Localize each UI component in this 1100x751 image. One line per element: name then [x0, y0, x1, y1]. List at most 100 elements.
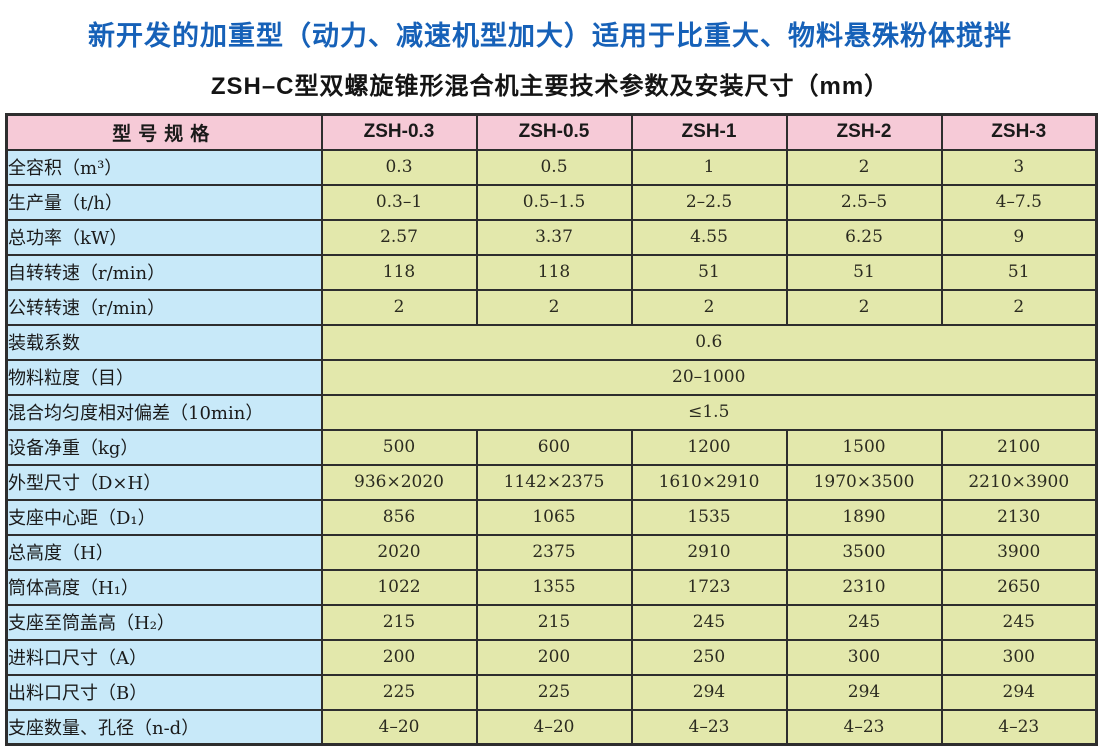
spec-value: 1970×3500 — [785, 463, 943, 501]
row-label: 公转转速（r/min） — [5, 288, 323, 326]
spec-value: 2020 — [320, 533, 478, 571]
spec-value: 300 — [940, 638, 1098, 676]
row-label: 装载系数 — [5, 323, 323, 361]
spec-value: 1 — [630, 148, 788, 186]
spec-value-merged: 20–1000 — [320, 358, 1098, 396]
spec-value: 250 — [630, 638, 788, 676]
spec-value: 118 — [320, 253, 478, 291]
spec-value: 1890 — [785, 498, 943, 536]
table-row: 支座至筒盖高（H₂） 215 215 245 245 245 — [5, 603, 1098, 641]
page-title-primary: 新开发的加重型（动力、减速机型加大）适用于比重大、物料悬殊粉体搅拌 — [88, 21, 1012, 51]
spec-value: 2100 — [940, 428, 1098, 466]
spec-value-merged: 0.6 — [320, 323, 1098, 361]
column-header-zsh-0-3: ZSH-0.3 — [320, 113, 478, 151]
page-title-secondary: ZSH–C型双螺旋锥形混合机主要技术参数及安装尺寸（mm） — [210, 73, 890, 100]
table-row: 生产量（t/h） 0.3–1 0.5–1.5 2–2.5 2.5–5 4–7.5 — [5, 183, 1098, 221]
spec-value: 1355 — [475, 568, 633, 606]
spec-value: 3900 — [940, 533, 1098, 571]
spec-value: 294 — [940, 673, 1098, 711]
row-label: 自转转速（r/min） — [5, 253, 323, 291]
spec-value: 3 — [940, 148, 1098, 186]
spec-value: 51 — [940, 253, 1098, 291]
column-header-zsh-1: ZSH-1 — [630, 113, 788, 151]
spec-value: 51 — [785, 253, 943, 291]
spec-value: 2.5–5 — [785, 183, 943, 221]
row-label: 总功率（kW） — [5, 218, 323, 256]
table-row: 支座中心距（D₁） 856 1065 1535 1890 2130 — [5, 498, 1098, 536]
table-row: 进料口尺寸（A） 200 200 250 300 300 — [5, 638, 1098, 676]
table-row: 全容积（m³） 0.3 0.5 1 2 3 — [5, 148, 1098, 186]
spec-value: 4–20 — [475, 708, 633, 746]
row-label: 设备净重（kg） — [5, 428, 323, 466]
table-row: 外型尺寸（D×H） 936×2020 1142×2375 1610×2910 1970×… — [5, 463, 1098, 501]
spec-value: 856 — [320, 498, 478, 536]
row-label: 出料口尺寸（B） — [5, 673, 323, 711]
spec-value: 51 — [630, 253, 788, 291]
spec-value: 245 — [630, 603, 788, 641]
header-row: 型号规格 ZSH-0.3 ZSH-0.5 ZSH-1 ZSH-2 ZSH-3 — [5, 113, 1098, 151]
spec-value: 4.55 — [630, 218, 788, 256]
spec-value: 1065 — [475, 498, 633, 536]
row-label: 全容积（m³） — [5, 148, 323, 186]
spec-value: 2 — [785, 288, 943, 326]
row-label: 混合均匀度相对偏差（10min） — [5, 393, 323, 431]
spec-value: 245 — [940, 603, 1098, 641]
spec-value: 2 — [475, 288, 633, 326]
spec-value: 500 — [320, 428, 478, 466]
spec-value: 300 — [785, 638, 943, 676]
spec-value: 1610×2910 — [630, 463, 788, 501]
table-row: 装载系数 0.6 — [5, 323, 1098, 361]
table-row: 混合均匀度相对偏差（10min） ≤1.5 — [5, 393, 1098, 431]
spec-value: 4–23 — [940, 708, 1098, 746]
spec-value: 2210×3900 — [940, 463, 1098, 501]
spec-value: 2375 — [475, 533, 633, 571]
spec-value: 1142×2375 — [475, 463, 633, 501]
spec-value: 2 — [785, 148, 943, 186]
spec-value: 1500 — [785, 428, 943, 466]
spec-value: 2 — [320, 288, 478, 326]
spec-value: 2910 — [630, 533, 788, 571]
spec-value: 294 — [785, 673, 943, 711]
table-row: 总高度（H） 2020 2375 2910 3500 3900 — [5, 533, 1098, 571]
column-header-zsh-0-5: ZSH-0.5 — [475, 113, 633, 151]
spec-value: 200 — [475, 638, 633, 676]
spec-value: 9 — [940, 218, 1098, 256]
spec-table: 型号规格 ZSH-0.3 ZSH-0.5 ZSH-1 ZSH-2 ZSH-3 全… — [5, 113, 1098, 746]
spec-value: 4–23 — [630, 708, 788, 746]
spec-value: 200 — [320, 638, 478, 676]
table-row: 筒体高度（H₁） 1022 1355 1723 2310 2650 — [5, 568, 1098, 606]
row-label: 进料口尺寸（A） — [5, 638, 323, 676]
row-label: 支座数量、孔径（n-d） — [5, 708, 323, 746]
spec-value: 1200 — [630, 428, 788, 466]
spec-value: 2650 — [940, 568, 1098, 606]
spec-value: 215 — [475, 603, 633, 641]
spec-value: 4–20 — [320, 708, 478, 746]
row-label: 物料粒度（目） — [5, 358, 323, 396]
column-header-zsh-3: ZSH-3 — [940, 113, 1098, 151]
spec-value: 2310 — [785, 568, 943, 606]
spec-value: 245 — [785, 603, 943, 641]
spec-value: 1723 — [630, 568, 788, 606]
table-row: 物料粒度（目） 20–1000 — [5, 358, 1098, 396]
table-row: 出料口尺寸（B） 225 225 294 294 294 — [5, 673, 1098, 711]
row-label: 筒体高度（H₁） — [5, 568, 323, 606]
table-row: 公转转速（r/min） 2 2 2 2 2 — [5, 288, 1098, 326]
spec-value: 600 — [475, 428, 633, 466]
spec-value: 3500 — [785, 533, 943, 571]
spec-value: 4–7.5 — [940, 183, 1098, 221]
spec-value: 4–23 — [785, 708, 943, 746]
spec-value-merged: ≤1.5 — [320, 393, 1098, 431]
spec-value: 0.3–1 — [320, 183, 478, 221]
row-label: 总高度（H） — [5, 533, 323, 571]
spec-value: 0.5 — [475, 148, 633, 186]
spec-value: 225 — [320, 673, 478, 711]
table-row: 支座数量、孔径（n-d） 4–20 4–20 4–23 4–23 4–23 — [5, 708, 1098, 746]
table-row: 设备净重（kg） 500 600 1200 1500 2100 — [5, 428, 1098, 466]
spec-value: 2130 — [940, 498, 1098, 536]
row-label: 支座至筒盖高（H₂） — [5, 603, 323, 641]
spec-value: 215 — [320, 603, 478, 641]
spec-value: 2–2.5 — [630, 183, 788, 221]
spec-value: 936×2020 — [320, 463, 478, 501]
spec-value: 3.37 — [475, 218, 633, 256]
spec-value: 6.25 — [785, 218, 943, 256]
